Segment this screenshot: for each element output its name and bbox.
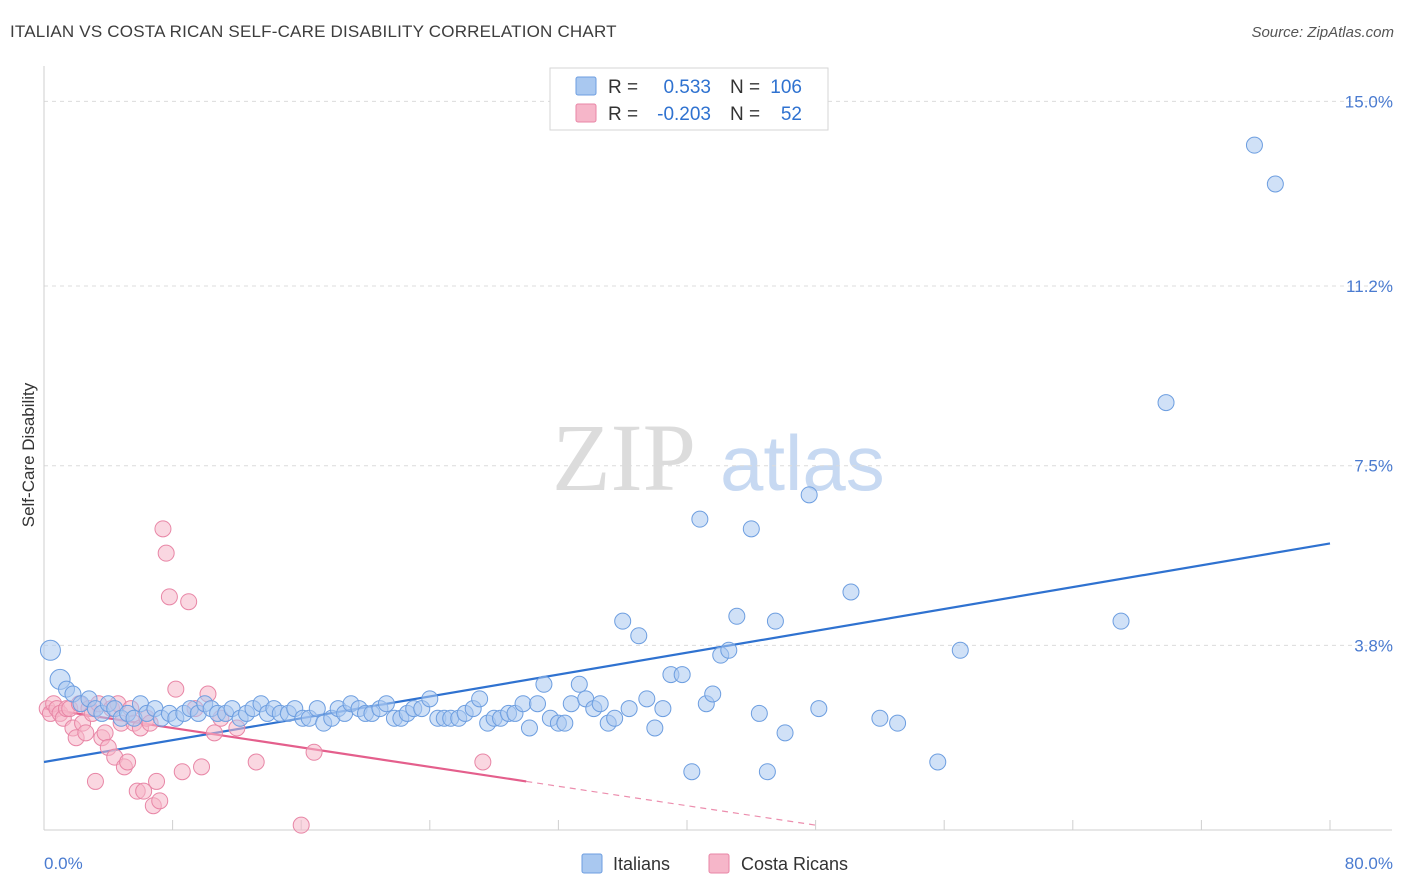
costa-rican-point-36 <box>154 520 172 538</box>
costa-rican-point-39 <box>167 680 185 698</box>
legend-r-label-1: R = <box>608 77 638 98</box>
costa-rican-points <box>38 520 492 834</box>
costa-rican-point-34 <box>148 772 166 790</box>
costa-rican-point-25 <box>119 753 137 771</box>
costa-rican-point-51 <box>474 753 492 771</box>
y-tick-label-2: 11.2% <box>1346 277 1393 296</box>
y-tick-label-0: 3.8% <box>1354 636 1393 655</box>
costa-rican-point-40 <box>173 763 191 781</box>
source-credit: Source: ZipAtlas.com <box>1251 24 1394 41</box>
costa-rican-point-45 <box>205 724 223 742</box>
bottom-legend-label-costa-ricans: Costa Ricans <box>741 854 848 874</box>
costa-rican-point-12 <box>77 724 95 742</box>
italian-point-110 <box>1245 136 1263 154</box>
italian-point-78 <box>591 695 609 713</box>
italian-point-90 <box>691 510 709 528</box>
italian-point-85 <box>646 719 664 737</box>
gridlines <box>44 100 1392 646</box>
legend-swatch-costa-ricans <box>575 103 597 123</box>
trendlines <box>43 542 1331 826</box>
bottom-legend-swatch-italians <box>581 853 603 874</box>
italian-point-83 <box>630 627 648 645</box>
correlation-legend: R = 0.533 N = 106 R = -0.203 N = 52 <box>549 67 829 131</box>
legend-swatch-italians <box>575 76 597 96</box>
italian-point-98 <box>758 763 776 781</box>
italian-point-107 <box>951 641 969 659</box>
costa-ricans-trendline-extension <box>526 780 816 826</box>
x-tick-label-0: 0.0% <box>44 854 83 873</box>
costa-rican-point-35 <box>151 792 169 810</box>
italian-point-80 <box>606 709 624 727</box>
legend-n-value-2: 52 <box>781 104 802 125</box>
italian-point-104 <box>871 709 889 727</box>
italian-point-86 <box>654 700 672 718</box>
italian-point-70 <box>535 675 553 693</box>
legend-n-label-1: N = <box>730 77 760 98</box>
italian-point-106 <box>929 753 947 771</box>
italian-point-97 <box>750 704 768 722</box>
italian-point-94 <box>720 641 738 659</box>
italian-point-109 <box>1157 394 1175 412</box>
italian-point-0 <box>39 639 61 661</box>
italian-point-102 <box>810 700 828 718</box>
italian-point-96 <box>742 520 760 538</box>
italian-point-54 <box>421 690 439 708</box>
italians-trendline <box>43 542 1331 764</box>
chart-title: ITALIAN VS COSTA RICAN SELF-CARE DISABIL… <box>10 22 617 41</box>
x-tick-label-1: 80.0% <box>1345 854 1393 873</box>
italian-point-38 <box>308 700 326 718</box>
tick-labels: 3.8% 7.5% 11.2% 15.0% 0.0% 80.0% <box>44 92 1393 873</box>
italian-point-68 <box>520 719 538 737</box>
italian-point-73 <box>556 714 574 732</box>
italian-point-89 <box>683 763 701 781</box>
legend-n-value-1: 106 <box>770 77 802 98</box>
italian-point-84 <box>638 690 656 708</box>
italian-point-67 <box>514 695 532 713</box>
italian-point-48 <box>377 695 395 713</box>
legend-r-value-2: -0.203 <box>657 104 711 125</box>
italian-point-75 <box>570 675 588 693</box>
italian-points <box>39 136 1284 781</box>
costa-rican-point-15 <box>86 772 104 790</box>
bottom-legend-swatch-costa-ricans <box>708 853 730 874</box>
costa-rican-point-50 <box>305 743 323 761</box>
italian-point-61 <box>471 690 489 708</box>
italian-point-92 <box>704 685 722 703</box>
italian-point-74 <box>562 695 580 713</box>
italian-point-69 <box>529 695 547 713</box>
bottom-legend-label-italians: Italians <box>613 854 670 874</box>
y-tick-label-3: 15.0% <box>1345 92 1393 111</box>
italian-point-99 <box>766 612 784 630</box>
costa-rican-point-37 <box>157 544 175 562</box>
costa-rican-point-18 <box>96 724 114 742</box>
italian-point-82 <box>620 700 638 718</box>
costa-rican-point-30 <box>135 782 153 800</box>
legend-r-label-2: R = <box>608 104 638 125</box>
y-axis-title: Self-Care Disability <box>19 382 38 527</box>
costa-rican-point-48 <box>247 753 265 771</box>
italian-point-88 <box>673 666 691 684</box>
italian-point-111 <box>1266 175 1284 193</box>
italian-point-103 <box>842 583 860 601</box>
italian-point-95 <box>728 607 746 625</box>
italian-point-105 <box>889 714 907 732</box>
italian-point-101 <box>800 486 818 504</box>
legend-n-label-2: N = <box>730 104 760 125</box>
italian-point-81 <box>614 612 632 630</box>
y-tick-label-1: 7.5% <box>1354 457 1393 476</box>
watermark-zip: ZIP <box>552 404 696 511</box>
costa-rican-point-43 <box>193 758 211 776</box>
costa-rican-point-38 <box>160 588 178 606</box>
costa-rican-point-41 <box>180 593 198 611</box>
legend-r-value-1: 0.533 <box>663 77 711 98</box>
series-legend: Italians Costa Ricans <box>581 853 848 874</box>
costa-rican-point-49 <box>292 816 310 834</box>
italian-point-100 <box>776 724 794 742</box>
italian-point-108 <box>1112 612 1130 630</box>
